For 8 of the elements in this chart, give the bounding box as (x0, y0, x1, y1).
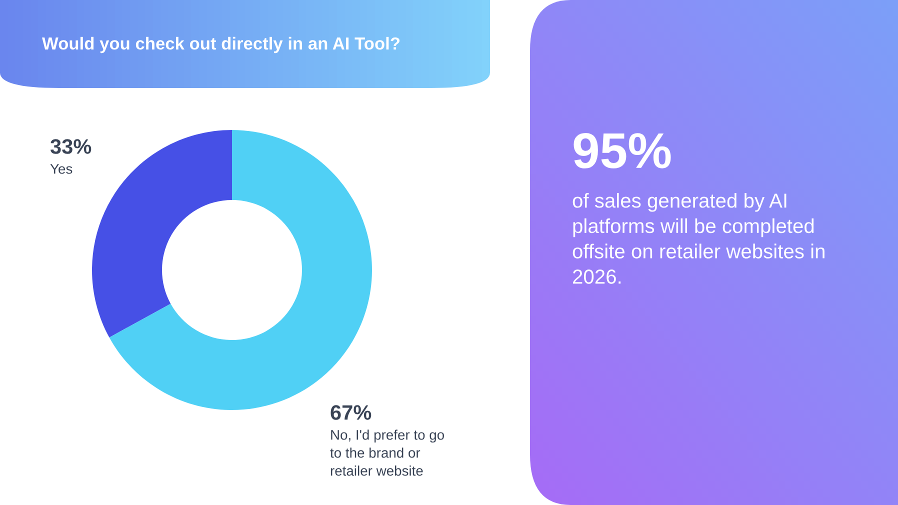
chart-title: Would you check out directly in an AI Tool? (42, 36, 400, 54)
slice-label: Yes (50, 164, 72, 174)
donut-slice (92, 130, 232, 338)
text: of sales generated by AI platforms will be completed offsite on retailer websites in 2026. (572, 193, 824, 284)
data-label: 67% (330, 405, 372, 420)
text: 95% (574, 133, 671, 168)
slice-label: No, I'd prefer to go to the brand or retailer website (330, 430, 444, 476)
data-label: 33% (50, 139, 92, 154)
